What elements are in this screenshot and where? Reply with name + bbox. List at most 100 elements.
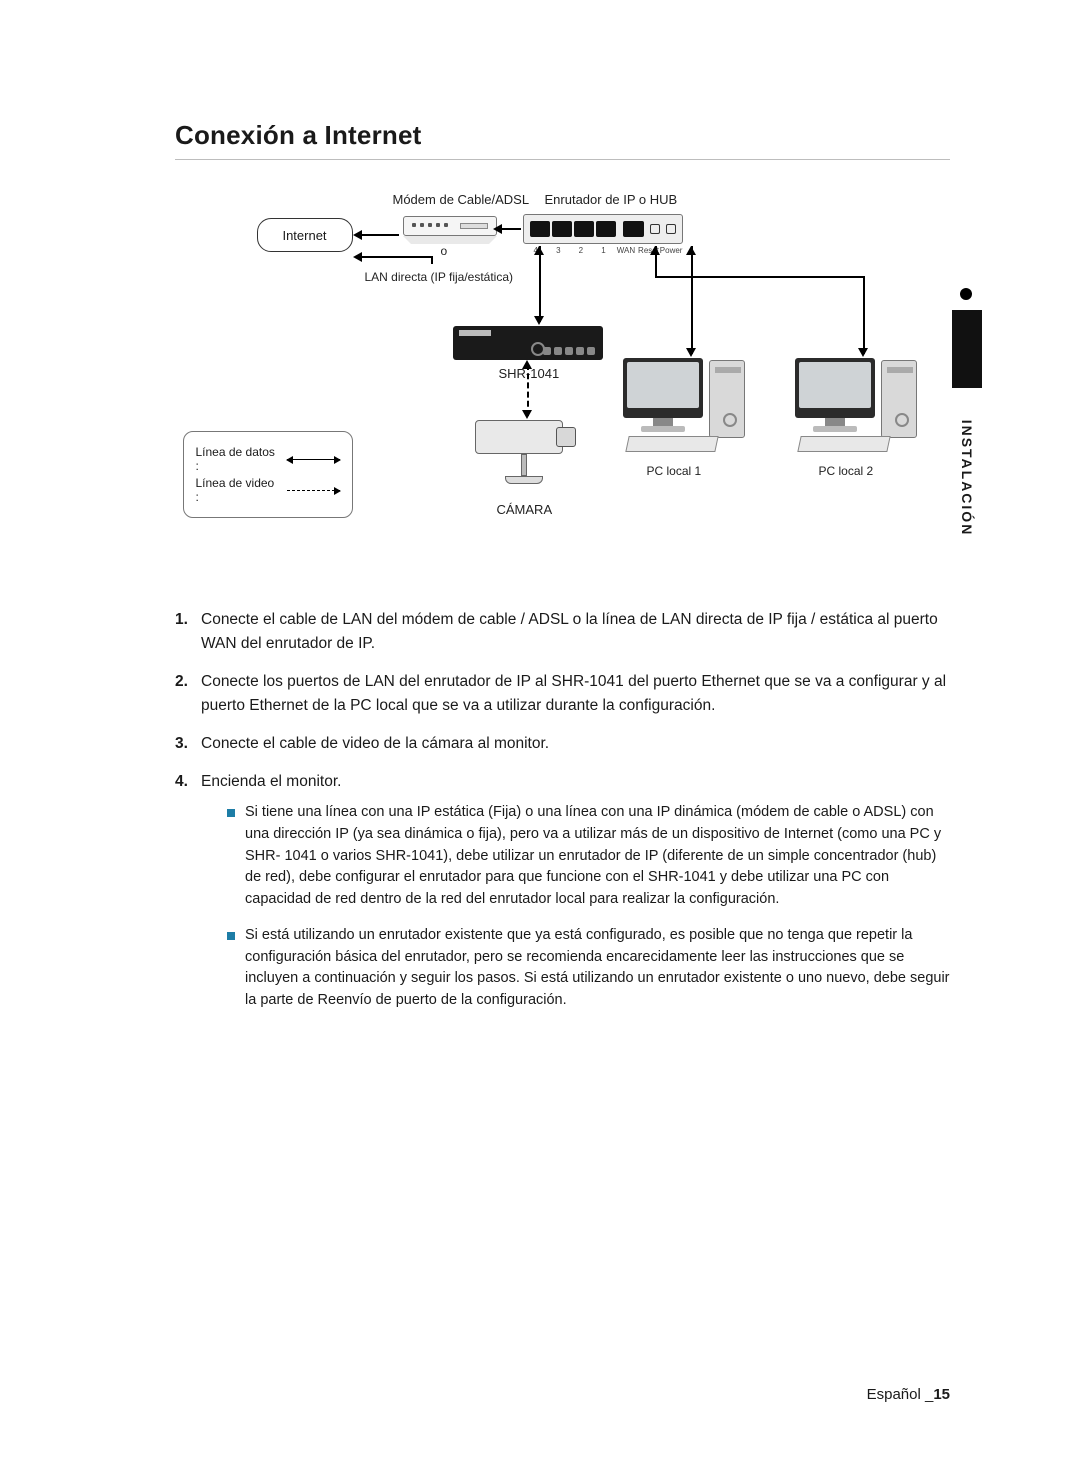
- led-icon: [436, 223, 440, 227]
- power-icon: [666, 224, 676, 234]
- step-number: 4.: [175, 770, 188, 794]
- modem-foot: [403, 236, 497, 244]
- modem-label: Módem de Cable/ADSL: [393, 192, 530, 207]
- data-line-icon: [287, 459, 339, 460]
- led-icon: [412, 223, 416, 227]
- step-text: Conecte los puertos de LAN del enrutador…: [201, 673, 946, 714]
- arrow-left-icon: [493, 224, 502, 234]
- arrow-left-icon: [353, 252, 362, 262]
- direct-lan-label: LAN directa (IP fija/estática): [365, 270, 514, 284]
- monitor-stand: [653, 418, 673, 426]
- step-item: 2. Conecte los puertos de LAN del enrutad…: [175, 670, 950, 718]
- keyboard-icon: [797, 436, 890, 452]
- step-number: 3.: [175, 732, 188, 756]
- square-bullet-icon: [227, 809, 235, 817]
- footer-lang: Español _: [867, 1386, 934, 1403]
- arrow-down-icon: [686, 348, 696, 357]
- port-num: 3: [547, 246, 570, 255]
- note-text: Si está utilizando un enrutador existent…: [245, 927, 950, 1008]
- page-footer: Español _15: [867, 1386, 950, 1403]
- lan-port-icon: [574, 221, 594, 237]
- line: [691, 246, 693, 354]
- page-title: Conexión a Internet: [175, 120, 950, 151]
- step-item: 3. Conecte el cable de video de la cámara…: [175, 732, 950, 756]
- camera-lens-icon: [556, 427, 576, 447]
- side-tab-dot-icon: [960, 288, 972, 300]
- note-item: Si tiene una línea con una IP estática (…: [227, 802, 950, 911]
- tower-icon: [881, 360, 917, 438]
- lan-port-icon: [596, 221, 616, 237]
- wan-port-icon: [623, 221, 643, 237]
- step-notes: Si tiene una línea con una IP estática (…: [227, 802, 950, 1012]
- lan-port-icon: [530, 221, 550, 237]
- monitor-base: [641, 426, 685, 432]
- monitor-stand: [825, 418, 845, 426]
- network-diagram: Módem de Cable/ADSL Enrutador de IP o HU…: [183, 188, 943, 548]
- step-item: 1.Conecte el cable de LAN del módem de c…: [175, 608, 950, 656]
- arrow-up-icon: [686, 246, 696, 255]
- dvr-btn-icon: [565, 347, 573, 355]
- pc1-label: PC local 1: [647, 464, 702, 478]
- router-label: Enrutador de IP o HUB: [545, 192, 678, 207]
- line: [655, 276, 865, 278]
- step-text: Encienda el monitor.: [201, 773, 341, 790]
- step-item: 4. Encienda el monitor. Si tiene una líne…: [175, 770, 950, 1012]
- side-tab-ink: [952, 310, 982, 388]
- internet-node-label: Internet: [282, 228, 326, 243]
- arrow-up-icon: [534, 246, 544, 255]
- led-icon: [428, 223, 432, 227]
- page: INSTALACIÓN Conexión a Internet Módem de…: [0, 0, 1080, 1483]
- dvr-buttons: [543, 347, 595, 355]
- video-line-icon: [287, 490, 340, 491]
- arrow-down-icon: [858, 348, 868, 357]
- step-text: Conecte el cable de video de la cámara a…: [201, 735, 549, 752]
- step-number: 2.: [175, 670, 188, 694]
- port-num: Power: [660, 246, 683, 255]
- dvr-btn-icon: [554, 347, 562, 355]
- camera-body: [475, 420, 563, 454]
- dvr-brand: [459, 330, 491, 336]
- pc2-icon: [795, 358, 945, 458]
- square-bullet-icon: [227, 932, 235, 940]
- line: [499, 228, 521, 230]
- pc1-icon: [623, 358, 773, 458]
- dvr-btn-icon: [543, 347, 551, 355]
- steps-list: 1.Conecte el cable de LAN del módem de c…: [175, 608, 950, 1012]
- arrow-down-icon: [534, 316, 544, 325]
- internet-node: Internet: [257, 218, 353, 252]
- pc2-label: PC local 2: [819, 464, 874, 478]
- camera-mount: [521, 454, 527, 476]
- line: [359, 234, 399, 236]
- reset-icon: [650, 224, 660, 234]
- dvr-btn-icon: [587, 347, 595, 355]
- modem-leds: [412, 223, 448, 227]
- monitor-icon: [795, 358, 875, 418]
- legend-row-video: Línea de video :: [196, 476, 340, 504]
- line: [431, 256, 433, 264]
- arrow-left-icon: [353, 230, 362, 240]
- footer-page-number: 15: [933, 1386, 950, 1403]
- legend-box: Línea de datos : Línea de video :: [183, 431, 353, 518]
- line: [359, 256, 431, 258]
- camera-base: [505, 476, 543, 484]
- line: [539, 246, 541, 322]
- video-line: [527, 364, 529, 416]
- modem-slot: [460, 223, 488, 229]
- router-icon: [523, 214, 683, 244]
- arrow-down-icon: [522, 410, 532, 419]
- port-num: WAN: [615, 246, 638, 255]
- port-num: 2: [570, 246, 593, 255]
- legend-video-label: Línea de video :: [196, 476, 279, 504]
- arrow-up-icon: [522, 360, 532, 369]
- legend-row-data: Línea de datos :: [196, 445, 340, 473]
- port-num: 1: [592, 246, 615, 255]
- keyboard-icon: [625, 436, 718, 452]
- camera-icon: [475, 420, 573, 490]
- legend-data-label: Línea de datos :: [196, 445, 280, 473]
- dvr-icon: [453, 326, 603, 360]
- led-icon: [420, 223, 424, 227]
- step-number: 1.: [175, 608, 188, 632]
- side-tab: INSTALACIÓN: [952, 280, 982, 620]
- or-label: o: [441, 244, 448, 258]
- monitor-icon: [623, 358, 703, 418]
